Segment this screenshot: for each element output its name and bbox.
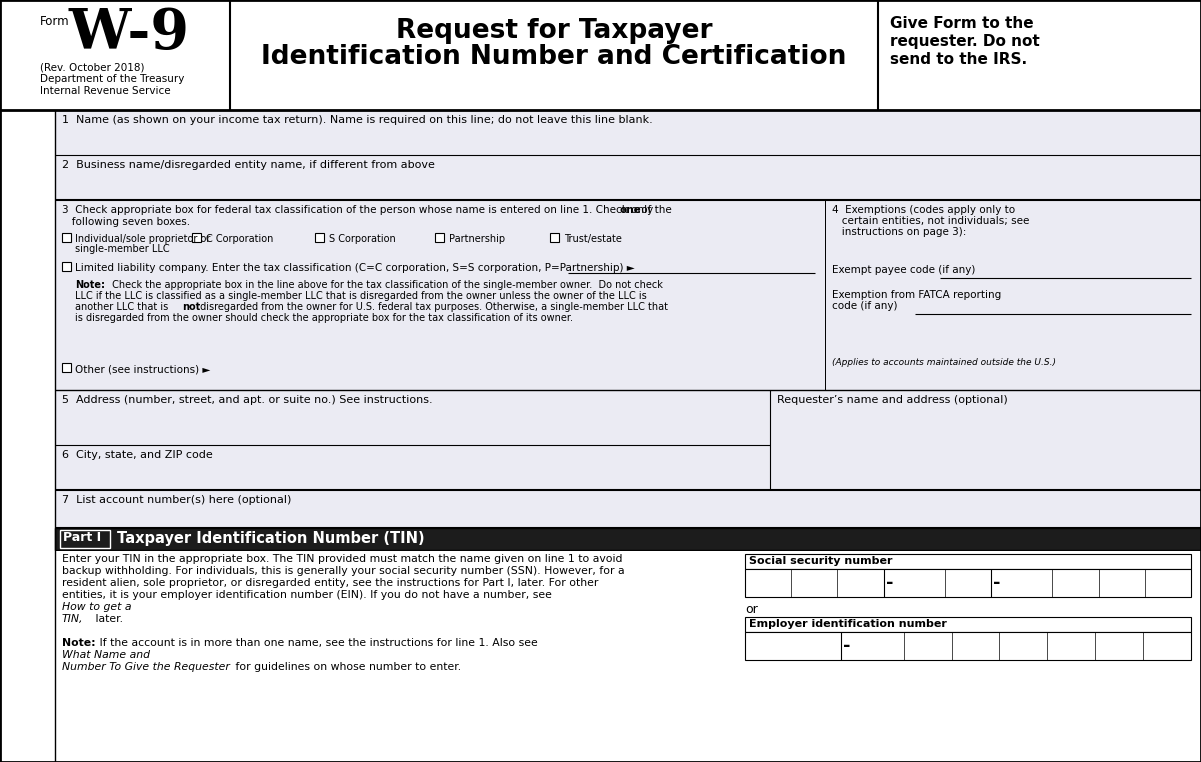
Text: Exemption from FATCA reporting: Exemption from FATCA reporting: [832, 290, 1002, 300]
Text: Part I: Part I: [62, 531, 101, 544]
Text: resident alien, sole proprietor, or disregarded entity, see the instructions for: resident alien, sole proprietor, or disr…: [62, 578, 598, 588]
Bar: [745, 569, 1191, 597]
Text: code (if any): code (if any): [832, 301, 897, 311]
Text: Individual/sole proprietor or: Individual/sole proprietor or: [74, 234, 210, 244]
Text: is disregarded from the owner should check the appropriate box for the tax class: is disregarded from the owner should che…: [74, 313, 573, 323]
Text: for guidelines on whose number to enter.: for guidelines on whose number to enter.: [232, 662, 461, 672]
Text: -: -: [885, 574, 894, 592]
Text: Trust/estate: Trust/estate: [564, 234, 622, 244]
Text: TIN,: TIN,: [62, 614, 84, 624]
Text: 1  Name (as shown on your income tax return). Name is required on this line; do : 1 Name (as shown on your income tax retu…: [62, 115, 653, 125]
Text: Limited liability company. Enter the tax classification (C=C corporation, S=S co: Limited liability company. Enter the tax…: [74, 263, 635, 273]
Text: send to the IRS.: send to the IRS.: [890, 52, 1027, 67]
Text: not: not: [183, 302, 201, 312]
Text: backup withholding. For individuals, this is generally your social security numb: backup withholding. For individuals, thi…: [62, 566, 625, 576]
Bar: [62, 262, 71, 271]
Text: following seven boxes.: following seven boxes.: [62, 217, 190, 227]
Bar: [745, 554, 1191, 569]
Bar: [62, 233, 71, 242]
Bar: [745, 617, 1191, 632]
Bar: [825, 200, 1201, 390]
Bar: [55, 550, 1201, 762]
Text: How to get a: How to get a: [62, 602, 131, 612]
Text: If the account is in more than one name, see the instructions for line 1. Also s: If the account is in more than one name,…: [96, 638, 542, 648]
Text: 6  City, state, and ZIP code: 6 City, state, and ZIP code: [62, 450, 213, 460]
Bar: [55, 390, 770, 445]
Text: another LLC that is: another LLC that is: [74, 302, 172, 312]
Bar: [315, 233, 324, 242]
Text: Partnership: Partnership: [449, 234, 506, 244]
Text: -: -: [993, 574, 1000, 592]
Text: Other (see instructions) ►: Other (see instructions) ►: [74, 364, 210, 374]
Text: instructions on page 3):: instructions on page 3):: [832, 227, 967, 237]
Bar: [745, 632, 1191, 660]
Text: later.: later.: [92, 614, 123, 624]
Text: Form: Form: [40, 15, 70, 28]
Text: 2  Business name/disregarded entity name, if different from above: 2 Business name/disregarded entity name,…: [62, 160, 435, 170]
Text: disregarded from the owner for U.S. federal tax purposes. Otherwise, a single-me: disregarded from the owner for U.S. fede…: [197, 302, 668, 312]
Text: 7  List account number(s) here (optional): 7 List account number(s) here (optional): [62, 495, 292, 505]
Text: LLC if the LLC is classified as a single-member LLC that is disregarded from the: LLC if the LLC is classified as a single…: [74, 291, 647, 301]
Text: Exempt payee code (if any): Exempt payee code (if any): [832, 265, 975, 275]
Text: (Applies to accounts maintained outside the U.S.): (Applies to accounts maintained outside …: [832, 358, 1056, 367]
Bar: [192, 233, 201, 242]
Text: Request for Taxpayer: Request for Taxpayer: [396, 18, 712, 44]
Text: 5  Address (number, street, and apt. or suite no.) See instructions.: 5 Address (number, street, and apt. or s…: [62, 395, 432, 405]
Text: Enter your TIN in the appropriate box. The TIN provided must match the name give: Enter your TIN in the appropriate box. T…: [62, 554, 622, 564]
Text: Employer identification number: Employer identification number: [749, 619, 946, 629]
Text: 4  Exemptions (codes apply only to: 4 Exemptions (codes apply only to: [832, 205, 1015, 215]
Text: Number To Give the Requester: Number To Give the Requester: [62, 662, 229, 672]
Bar: [55, 200, 825, 390]
Text: Department of the Treasury: Department of the Treasury: [40, 74, 185, 84]
Text: Internal Revenue Service: Internal Revenue Service: [40, 86, 171, 96]
Bar: [55, 155, 1201, 200]
Bar: [55, 490, 1201, 528]
Text: certain entities, not individuals; see: certain entities, not individuals; see: [832, 216, 1029, 226]
Text: one: one: [620, 205, 641, 215]
Text: Requester’s name and address (optional): Requester’s name and address (optional): [777, 395, 1008, 405]
Bar: [60, 530, 110, 548]
Text: (Rev. October 2018): (Rev. October 2018): [40, 62, 144, 72]
Bar: [435, 233, 444, 242]
Text: of the: of the: [638, 205, 671, 215]
Text: 3  Check appropriate box for federal tax classification of the person whose name: 3 Check appropriate box for federal tax …: [62, 205, 657, 215]
Text: Give Form to the: Give Form to the: [890, 16, 1034, 31]
Text: requester. Do not: requester. Do not: [890, 34, 1040, 49]
Text: Taxpayer Identification Number (TIN): Taxpayer Identification Number (TIN): [116, 531, 425, 546]
Text: single-member LLC: single-member LLC: [74, 244, 169, 254]
Text: -: -: [843, 637, 850, 655]
Bar: [55, 445, 770, 490]
Bar: [0, 0, 1201, 110]
Bar: [770, 390, 1201, 490]
Text: Check the appropriate box in the line above for the tax classification of the si: Check the appropriate box in the line ab…: [109, 280, 663, 290]
Bar: [55, 528, 1201, 550]
Text: W-9: W-9: [68, 6, 189, 61]
Text: Note:: Note:: [62, 638, 96, 648]
Text: Note:: Note:: [74, 280, 104, 290]
Text: What Name and: What Name and: [62, 650, 150, 660]
Text: S Corporation: S Corporation: [329, 234, 396, 244]
Text: entities, it is your employer identification number (EIN). If you do not have a : entities, it is your employer identifica…: [62, 590, 555, 600]
Bar: [62, 363, 71, 372]
Text: Social security number: Social security number: [749, 556, 892, 566]
Bar: [55, 110, 1201, 155]
Bar: [550, 233, 558, 242]
Text: Identification Number and Certification: Identification Number and Certification: [262, 44, 847, 70]
Text: C Corporation: C Corporation: [207, 234, 274, 244]
Text: or: or: [745, 603, 758, 616]
